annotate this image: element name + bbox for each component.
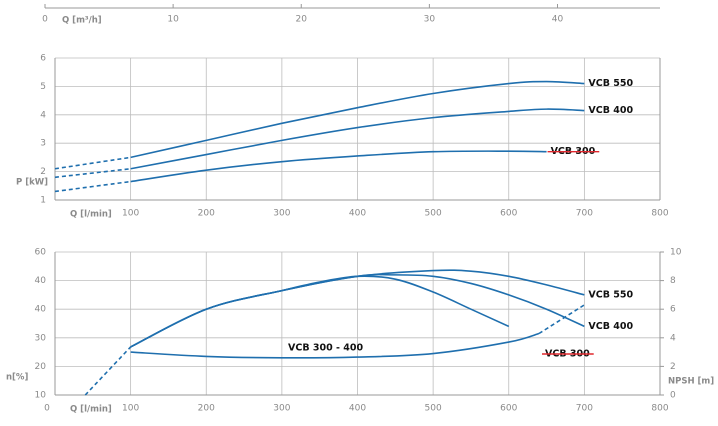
curve xyxy=(130,108,585,170)
x-tick-label: 700 xyxy=(576,404,593,414)
top-tick-label: 10 xyxy=(167,15,179,25)
x-axis-label: Q [l/min] xyxy=(70,405,112,415)
x-tick-label: 600 xyxy=(500,404,517,414)
y-tick-label: 6 xyxy=(40,54,46,64)
series-label: VCB 400 xyxy=(588,321,633,332)
x-tick-label: 100 xyxy=(122,404,139,414)
x-tick-label: 500 xyxy=(425,209,442,219)
y-axis-label: P [kW] xyxy=(16,178,48,188)
x-tick-label: 100 xyxy=(122,209,139,219)
top-tick-label: 20 xyxy=(296,15,308,25)
y-tick-label: 40 xyxy=(35,276,47,286)
y2-tick-label: 0 xyxy=(670,391,676,401)
x-axis-label: Q [l/min] xyxy=(70,210,112,220)
y-tick-label: 10 xyxy=(35,391,47,401)
dashed-curve xyxy=(54,180,131,193)
series-label: VCB 550 xyxy=(588,78,633,89)
y2-tick-label: 2 xyxy=(670,362,676,372)
y2-tick-label: 6 xyxy=(670,305,676,315)
y-tick-label: 4 xyxy=(40,110,46,120)
curve xyxy=(130,332,540,359)
y-tick-label: 2 xyxy=(40,167,46,177)
y-axis-label: n[%] xyxy=(6,373,28,383)
top-tick-label: 40 xyxy=(552,15,564,25)
y2-axis-label: NPSH [m] xyxy=(668,377,714,387)
y-tick-label: 3 xyxy=(40,139,46,149)
x-tick-label: 300 xyxy=(273,404,290,414)
y-tick-label: 40 xyxy=(35,305,47,315)
x-tick-label: 700 xyxy=(576,209,593,219)
y2-tick-label: 8 xyxy=(670,276,676,286)
y-tick-label: 5 xyxy=(40,82,46,92)
y-tick-label: 1 xyxy=(40,196,46,206)
x-tick-label: 800 xyxy=(651,404,668,414)
y-tick-label: 60 xyxy=(35,248,47,258)
x-tick-label: 500 xyxy=(425,404,442,414)
series-label: VCB 400 xyxy=(588,105,633,116)
series-label: VCB 550 xyxy=(588,289,633,300)
x-tick-label: 400 xyxy=(349,209,366,219)
x-tick-label: 300 xyxy=(273,209,290,219)
curve xyxy=(130,80,585,159)
dashed-curve xyxy=(538,304,585,335)
curve xyxy=(130,275,510,348)
x-tick-label: 200 xyxy=(198,209,215,219)
x-tick-label: 800 xyxy=(651,209,668,219)
y2-tick-label: 10 xyxy=(670,248,682,258)
curve xyxy=(130,150,547,183)
series-label: VCB 300 - 400 xyxy=(288,343,363,354)
top-tick-label: 30 xyxy=(424,15,436,25)
x-tick-label: 600 xyxy=(500,209,517,219)
y-tick-label: 30 xyxy=(35,333,47,343)
top-tick-label: 0 xyxy=(42,15,48,25)
x-tick-label: 0 xyxy=(44,404,50,414)
y2-tick-label: 4 xyxy=(670,333,676,343)
x-tick-label: 400 xyxy=(349,404,366,414)
x-tick-label: 200 xyxy=(198,404,215,414)
y-tick-label: 20 xyxy=(35,362,47,372)
dashed-curve xyxy=(84,346,132,396)
top-axis-label: Q [m³/h] xyxy=(62,16,102,26)
dashed-curve xyxy=(54,156,131,170)
dashed-curve xyxy=(54,167,131,179)
